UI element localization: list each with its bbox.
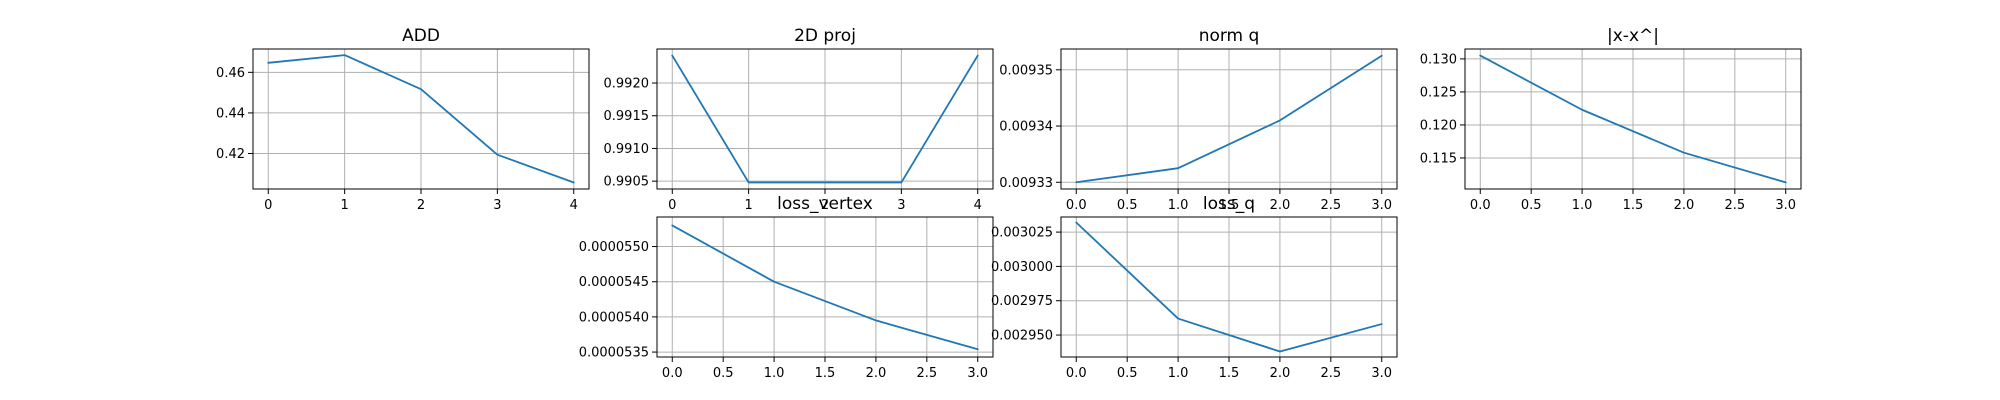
- subplot-x-xhat: 0.0 0.5 1.0 1.5 2.0 2.5 3.0 0.115 0.120 0.125 0.13…: [1420, 26, 1802, 213]
- x-tick-label: 2.0: [1674, 198, 1695, 213]
- y-tick-label: 0.120: [1420, 118, 1457, 133]
- series-line: [1479, 54, 1787, 184]
- x-tick-label: 2.0: [1270, 198, 1291, 213]
- chart-title: 2D proj: [794, 26, 856, 46]
- x-tick-label: 1.0: [1168, 366, 1189, 381]
- x-tick-label: 0.0: [1066, 198, 1087, 213]
- y-tick-label: 0.0000540: [579, 310, 649, 325]
- y-tick-label: 0.003000: [991, 260, 1053, 275]
- subplot-add: 0 1 2 3 4 0.42 0.44 0.46 ADD: [216, 26, 590, 213]
- x-tick-label: 2.5: [916, 366, 937, 381]
- x-tick-label: 1: [744, 198, 752, 213]
- x-tick-label: 0.0: [1066, 366, 1087, 381]
- y-tick-label: 0.00935: [999, 63, 1053, 78]
- y-tick-label: 0.00934: [999, 120, 1053, 135]
- x-tick-label: 1.0: [764, 366, 785, 381]
- x-tick-label: 0.5: [1117, 198, 1138, 213]
- y-tick-label: 0.002975: [991, 294, 1053, 309]
- x-tick-label: 0.5: [1117, 366, 1138, 381]
- x-tick-label: 1.5: [815, 366, 836, 381]
- y-tick-label: 0.9915: [604, 109, 650, 124]
- y-tick-label: 0.002950: [991, 329, 1053, 344]
- y-tick-label: 0.9910: [604, 142, 650, 157]
- x-tick-label: 2.0: [866, 366, 887, 381]
- x-tick-label: 4: [570, 198, 578, 213]
- chart-title: |x-x^|: [1607, 26, 1659, 46]
- y-tick-label: 0.9920: [604, 77, 650, 92]
- x-tick-label: 0.0: [1470, 198, 1491, 213]
- subplot-loss-vertex: 0.0 0.5 1.0 1.5 2.0 2.5 3.0 0.0000535 0.0000540 0…: [579, 194, 994, 381]
- y-tick-label: 0.125: [1420, 85, 1457, 100]
- x-tick-label: 2.5: [1724, 198, 1745, 213]
- x-tick-label: 0: [264, 198, 272, 213]
- x-tick-label: 0: [668, 198, 676, 213]
- x-tick-label: 3: [897, 198, 905, 213]
- series-line: [1075, 54, 1383, 184]
- y-tick-label: 0.0000545: [579, 275, 649, 290]
- y-tick-label: 0.0000550: [579, 240, 649, 255]
- chart-title: norm q: [1199, 26, 1260, 46]
- y-tick-label: 0.42: [216, 147, 245, 162]
- x-tick-label: 2.5: [1320, 198, 1341, 213]
- x-tick-label: 0.5: [1521, 198, 1542, 213]
- x-tick-label: 3.0: [1775, 198, 1796, 213]
- subplot-norm-q: 0.0 0.5 1.0 1.5 2.0 2.5 3.0 0.00933 0.00934 0.009…: [999, 26, 1398, 213]
- x-tick-label: 1: [340, 198, 348, 213]
- x-tick-label: 1.5: [1623, 198, 1644, 213]
- y-tick-label: 0.00933: [999, 176, 1053, 191]
- subplot-2d-proj: 0 1 2 3 4 0.9905 0.9910 0.9915 0.9920 2D proj: [604, 26, 994, 213]
- x-tick-label: 1.0: [1168, 198, 1189, 213]
- y-tick-label: 0.44: [216, 106, 245, 121]
- x-tick-label: 0.0: [662, 366, 683, 381]
- x-tick-label: 2: [821, 198, 829, 213]
- x-tick-label: 2: [417, 198, 425, 213]
- series-line: [1075, 221, 1383, 353]
- x-tick-label: 3: [493, 198, 501, 213]
- chart-title: loss_vertex: [777, 194, 873, 214]
- series-line: [671, 224, 979, 351]
- x-tick-label: 4: [974, 198, 982, 213]
- chart-title: loss_q: [1203, 194, 1255, 214]
- x-tick-label: 2.0: [1270, 366, 1291, 381]
- y-tick-label: 0.9905: [604, 175, 650, 190]
- y-tick-label: 0.115: [1420, 151, 1457, 166]
- x-tick-label: 2.5: [1320, 366, 1341, 381]
- x-tick-label: 3.0: [967, 366, 988, 381]
- subplot-loss-q: 0.0 0.5 1.0 1.5 2.0 2.5 3.0 0.002950 0.002975 0.0…: [991, 194, 1398, 381]
- y-tick-label: 0.130: [1420, 52, 1457, 67]
- x-tick-label: 3.0: [1371, 366, 1392, 381]
- x-tick-label: 0.5: [713, 366, 734, 381]
- y-tick-label: 0.0000535: [579, 346, 649, 361]
- x-tick-label: 1.5: [1219, 366, 1240, 381]
- y-tick-label: 0.003025: [991, 226, 1053, 241]
- y-tick-label: 0.46: [216, 66, 245, 81]
- x-tick-label: 1.0: [1572, 198, 1593, 213]
- x-tick-label: 1.5: [1219, 198, 1240, 213]
- chart-title: ADD: [402, 26, 440, 46]
- x-tick-label: 3.0: [1371, 198, 1392, 213]
